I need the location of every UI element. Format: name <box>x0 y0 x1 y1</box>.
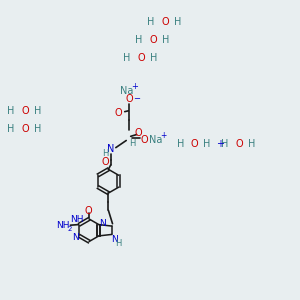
Text: H: H <box>162 35 169 45</box>
Text: O: O <box>236 139 243 149</box>
Text: O: O <box>140 135 148 145</box>
Text: H: H <box>147 17 154 27</box>
Text: 2: 2 <box>68 226 72 232</box>
Text: +: + <box>216 139 224 149</box>
Text: H: H <box>123 53 130 63</box>
Text: O: O <box>102 158 109 167</box>
Text: N: N <box>99 219 106 228</box>
Text: O: O <box>115 108 123 118</box>
Text: Na: Na <box>119 85 133 96</box>
Text: H: H <box>7 124 15 134</box>
Text: −: − <box>133 94 140 103</box>
Text: N: N <box>107 144 114 154</box>
Text: O: O <box>149 35 157 45</box>
Text: NH: NH <box>70 215 84 224</box>
Text: NH: NH <box>56 221 70 230</box>
Text: +: + <box>160 131 167 140</box>
Text: H: H <box>102 149 109 158</box>
Text: H: H <box>174 17 181 27</box>
Text: H: H <box>248 139 255 149</box>
Text: H: H <box>150 53 157 63</box>
Text: O: O <box>21 106 29 116</box>
Text: H: H <box>34 124 41 134</box>
Text: +: + <box>131 82 138 91</box>
Text: H: H <box>203 139 211 149</box>
Text: O: O <box>161 17 169 27</box>
Text: O: O <box>85 206 92 216</box>
Text: H: H <box>177 139 184 149</box>
Text: O: O <box>21 124 29 134</box>
Text: H: H <box>34 106 41 116</box>
Text: N: N <box>72 232 79 242</box>
Text: O: O <box>191 139 198 149</box>
Text: H: H <box>221 139 229 149</box>
Text: N: N <box>112 235 118 244</box>
Text: Na: Na <box>149 135 162 145</box>
Text: H: H <box>115 239 122 248</box>
Text: H: H <box>129 139 135 148</box>
Text: O: O <box>135 128 142 138</box>
Text: H: H <box>135 35 142 45</box>
Text: O: O <box>125 94 133 104</box>
Text: O: O <box>137 53 145 63</box>
Text: H: H <box>7 106 15 116</box>
